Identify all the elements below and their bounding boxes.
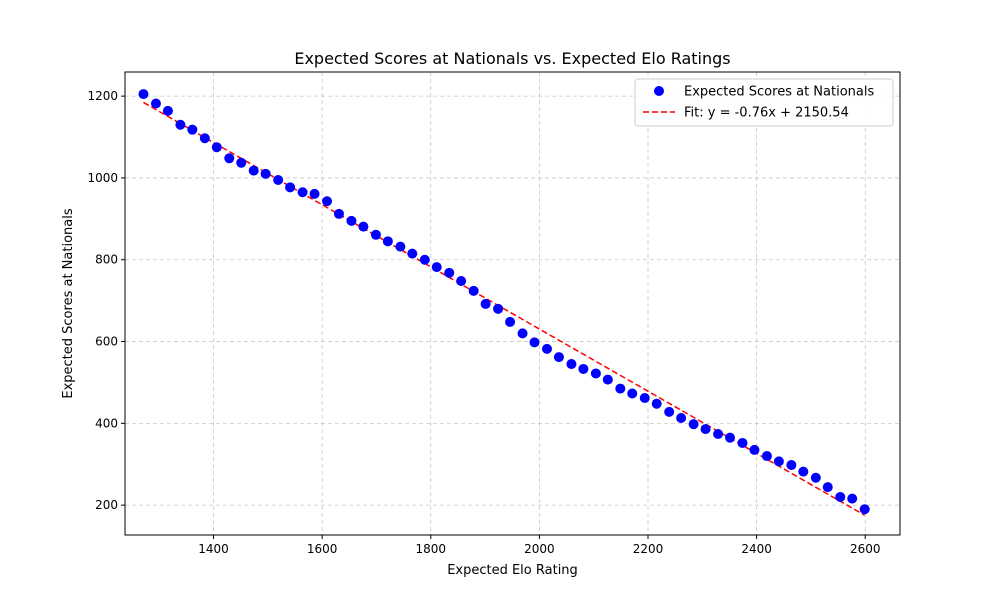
scatter-point [505,316,516,327]
scatter-point [700,424,711,435]
scatter-point [822,482,833,493]
scatter-points [138,89,870,515]
scatter-point [370,229,381,240]
scatter-point [358,221,369,232]
scatter-point [688,419,699,430]
scatter-point [333,208,344,219]
scatter-point [602,374,613,385]
scatter-point [175,119,186,130]
scatter-point [419,254,430,265]
scatter-point [150,98,161,109]
x-axis-label: Expected Elo Rating [447,563,578,578]
x-tick-label: 1400 [198,542,229,556]
scatter-point [480,298,491,309]
x-axis-ticks: 1400 1600 1800 2000 2200 2400 2600 [198,535,881,556]
scatter-point [590,368,601,379]
scatter-point [493,303,504,314]
scatter-point [541,343,552,354]
scatter-point [749,444,760,455]
scatter-point [138,89,149,100]
scatter-point [566,359,577,370]
scatter-point [847,493,858,504]
grid-lines [125,72,900,535]
scatter-point [859,504,870,515]
scatter-point [676,413,687,424]
y-tick-label: 1000 [87,171,118,185]
scatter-point [273,174,284,185]
legend-label-fit: Fit: y = -0.76x + 2150.54 [684,106,849,121]
x-tick-label: 2200 [633,542,664,556]
scatter-point [651,398,662,409]
y-tick-label: 400 [95,416,118,430]
y-tick-label: 800 [95,253,118,267]
x-tick-label: 2400 [741,542,772,556]
scatter-point [162,105,173,116]
x-tick-label: 2600 [850,542,881,556]
legend-box [634,78,894,127]
scatter-point [456,276,467,287]
scatter-point [761,451,772,462]
scatter-point [529,337,540,348]
scatter-point [211,142,222,153]
scatter-point [444,267,455,278]
scatter-point [260,168,271,179]
scatter-point [835,491,846,502]
legend-marker-scatter [654,86,664,96]
scatter-point [322,196,333,207]
y-tick-label: 200 [95,498,118,512]
scatter-point [713,428,724,439]
y-tick-label: 600 [95,335,118,349]
y-axis-label: Expected Scores at Nationals [61,208,76,398]
scatter-point [297,187,308,198]
scatter-point [407,248,418,259]
scatter-point [517,328,528,339]
scatter-point [737,437,748,448]
y-axis-ticks: 200 400 600 800 1000 1200 [87,89,125,512]
scatter-point [431,262,442,273]
scatter-point [199,133,210,144]
scatter-point [725,432,736,443]
scatter-point [798,466,809,477]
scatter-point [639,392,650,403]
legend: Expected Scores at Nationals Fit: y = -0… [634,78,894,127]
plot-frame [124,71,901,536]
scatter-point [382,236,393,247]
scatter-point [468,285,479,296]
x-tick-label: 1600 [307,542,338,556]
chart-title: Expected Scores at Nationals vs. Expecte… [294,49,730,68]
scatter-point [187,124,198,135]
scatter-point [773,456,784,467]
scatter-point [224,153,235,164]
legend-label-scatter: Expected Scores at Nationals [684,85,874,100]
scatter-point [346,215,357,226]
scatter-point [309,188,320,199]
scatter-point [627,388,638,399]
scatter-point [786,460,797,471]
x-tick-label: 1800 [415,542,446,556]
scatter-point [395,241,406,252]
scatter-point [810,472,821,483]
scatter-point [248,165,259,176]
scatter-point [285,182,296,193]
scatter-point [553,352,564,363]
scatter-point [615,383,626,394]
y-tick-label: 1200 [87,89,118,103]
scatter-point [664,406,675,417]
x-tick-label: 2000 [524,542,555,556]
scatter-point [236,157,247,168]
scatter-point [578,363,589,374]
